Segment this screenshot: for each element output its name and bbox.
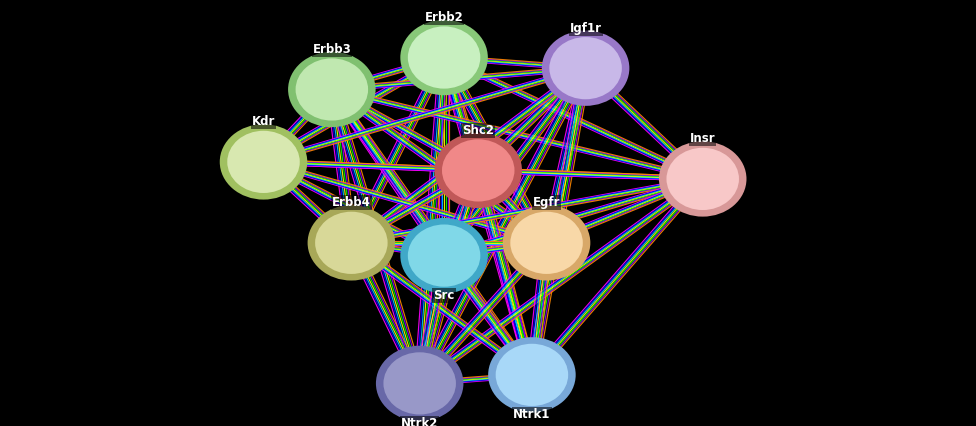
Ellipse shape xyxy=(488,337,576,412)
Ellipse shape xyxy=(495,343,569,407)
Ellipse shape xyxy=(542,31,630,106)
Text: Erbb4: Erbb4 xyxy=(332,196,371,210)
Text: Ntrk2: Ntrk2 xyxy=(401,417,438,426)
Text: Shc2: Shc2 xyxy=(463,124,494,137)
Ellipse shape xyxy=(441,138,515,202)
Ellipse shape xyxy=(383,351,457,415)
Ellipse shape xyxy=(376,346,464,421)
Text: Ntrk1: Ntrk1 xyxy=(513,408,550,421)
Text: Egfr: Egfr xyxy=(533,196,560,210)
Text: Insr: Insr xyxy=(690,132,715,146)
Ellipse shape xyxy=(434,133,522,208)
Ellipse shape xyxy=(314,211,388,275)
Ellipse shape xyxy=(407,26,481,89)
Text: Src: Src xyxy=(433,289,455,302)
Text: Igf1r: Igf1r xyxy=(570,22,601,35)
Ellipse shape xyxy=(407,224,481,288)
Ellipse shape xyxy=(220,124,307,199)
Text: Erbb3: Erbb3 xyxy=(312,43,351,56)
Text: Kdr: Kdr xyxy=(252,115,275,129)
Ellipse shape xyxy=(666,147,740,211)
Ellipse shape xyxy=(288,52,376,127)
Ellipse shape xyxy=(295,58,369,121)
Ellipse shape xyxy=(509,211,584,275)
Ellipse shape xyxy=(400,20,488,95)
Ellipse shape xyxy=(659,141,747,216)
Ellipse shape xyxy=(503,205,590,280)
Text: Erbb2: Erbb2 xyxy=(425,11,464,24)
Ellipse shape xyxy=(307,205,395,280)
Ellipse shape xyxy=(549,36,623,100)
Ellipse shape xyxy=(226,130,301,194)
Ellipse shape xyxy=(400,218,488,293)
